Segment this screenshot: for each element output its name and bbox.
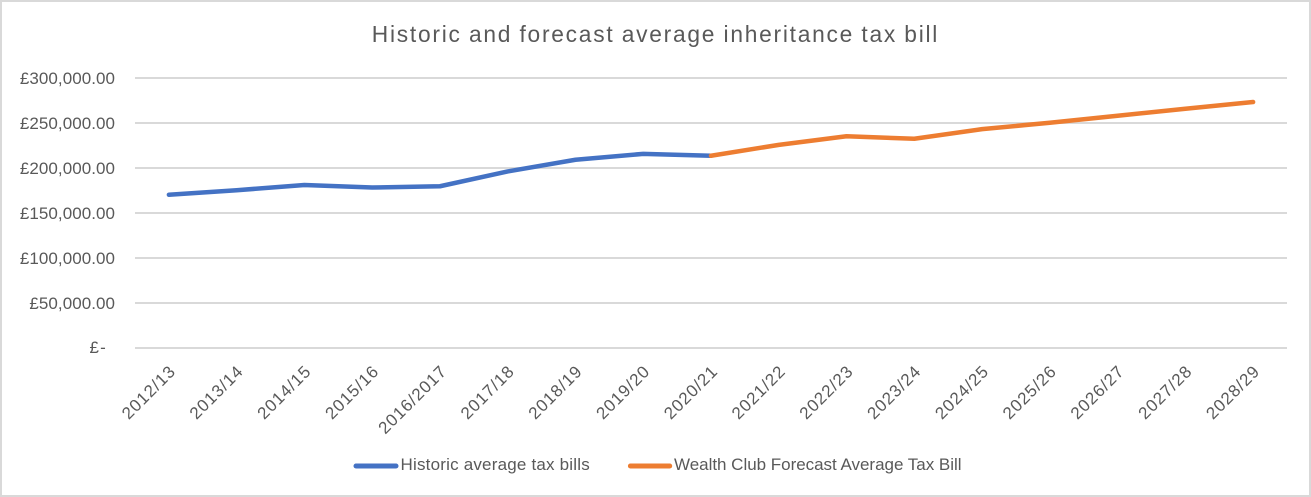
svg-text:2016/2017: 2016/2017 — [375, 362, 451, 438]
svg-text:2018/19: 2018/19 — [525, 362, 586, 423]
svg-text:2015/16: 2015/16 — [321, 362, 382, 423]
svg-text:2024/25: 2024/25 — [931, 362, 992, 423]
svg-text:2013/14: 2013/14 — [186, 362, 247, 423]
svg-text:2014/15: 2014/15 — [254, 362, 315, 423]
svg-text:2017/18: 2017/18 — [457, 362, 518, 423]
svg-text:2027/28: 2027/28 — [1135, 362, 1196, 423]
svg-text:2023/24: 2023/24 — [864, 362, 925, 423]
svg-text:2022/23: 2022/23 — [796, 362, 857, 423]
svg-text:2025/26: 2025/26 — [999, 362, 1060, 423]
svg-text:2012/13: 2012/13 — [118, 362, 179, 423]
svg-text:2028/29: 2028/29 — [1202, 362, 1263, 423]
svg-text:2021/22: 2021/22 — [728, 362, 789, 423]
svg-text:2020/21: 2020/21 — [660, 362, 721, 423]
svg-text:2019/20: 2019/20 — [592, 362, 653, 423]
svg-text:2026/27: 2026/27 — [1067, 362, 1128, 423]
